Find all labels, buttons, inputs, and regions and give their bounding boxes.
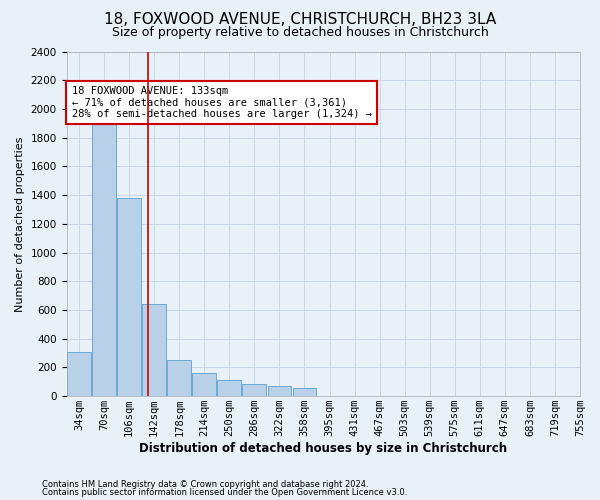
Bar	[242, 384, 266, 396]
Bar	[67, 352, 91, 396]
Bar	[268, 386, 292, 396]
X-axis label: Distribution of detached houses by size in Christchurch: Distribution of detached houses by size …	[139, 442, 508, 455]
Bar	[217, 380, 241, 396]
Bar	[193, 373, 216, 396]
Bar	[92, 116, 116, 396]
Bar	[142, 304, 166, 396]
Bar	[293, 388, 316, 396]
Bar	[167, 360, 191, 396]
Text: Contains HM Land Registry data © Crown copyright and database right 2024.: Contains HM Land Registry data © Crown c…	[42, 480, 368, 489]
Text: 18 FOXWOOD AVENUE: 133sqm
← 71% of detached houses are smaller (3,361)
28% of se: 18 FOXWOOD AVENUE: 133sqm ← 71% of detac…	[71, 86, 371, 119]
Text: Size of property relative to detached houses in Christchurch: Size of property relative to detached ho…	[112, 26, 488, 39]
Text: 18, FOXWOOD AVENUE, CHRISTCHURCH, BH23 3LA: 18, FOXWOOD AVENUE, CHRISTCHURCH, BH23 3…	[104, 12, 496, 28]
Bar	[117, 198, 141, 396]
Text: Contains public sector information licensed under the Open Government Licence v3: Contains public sector information licen…	[42, 488, 407, 497]
Y-axis label: Number of detached properties: Number of detached properties	[15, 136, 25, 312]
